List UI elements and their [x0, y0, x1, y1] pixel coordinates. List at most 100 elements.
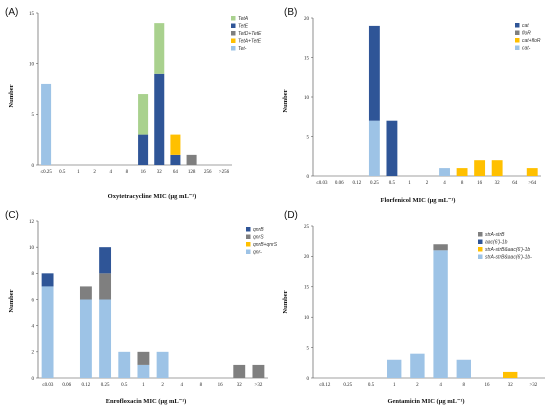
panel-1-x-tick-label: 64: [173, 170, 179, 175]
panel-4-x-tick-label: 16: [485, 383, 491, 388]
panel-3-label: (C): [5, 210, 19, 221]
panel-4-bar-stra-strb-aac-6-1b-8: [456, 359, 471, 378]
panel-4-x-tick-label: 0.5: [368, 383, 375, 388]
panel-1-y-axis-title: Number: [8, 84, 15, 107]
panel-3-legend-label-qnrb-qnrs: qnrB+qnrS: [253, 242, 278, 248]
panel-4-y-tick-label: 25: [304, 225, 310, 230]
panel-3-legend-swatch-qnrb: [246, 227, 251, 232]
panel-2-label: (B): [284, 7, 297, 18]
panel-1-x-tick-label: 2: [93, 170, 96, 175]
panel-3-x-tick-label: 1: [142, 383, 145, 388]
panel-1-label: (A): [5, 7, 18, 18]
panel-1-x-tick-label: 4: [110, 170, 113, 175]
panel-2-legend-swatch-cat-flor: [515, 38, 520, 43]
panel-3-x-axis-title: Enrofloxacin MIC (μg mL⁻¹): [106, 398, 187, 405]
panel-2-x-tick-label: 0.5: [389, 181, 396, 186]
panel-3-bar-qnrs-0-25: [99, 273, 112, 300]
panel-3-x-tick-label: 0.06: [62, 383, 71, 388]
panel-2-x-tick-label: 64: [512, 181, 518, 186]
panel-3-x-tick-label: 4: [181, 383, 184, 388]
panel-1-bar-tet-0-25: [41, 83, 52, 165]
panel-3-bar-qnrs-1: [137, 351, 150, 365]
panel-4-bar-stra-strb-aac-6-1b-1: [387, 359, 402, 378]
panel-4-x-axis-title: Gentamicin MIC (μg mL⁻¹): [387, 398, 464, 405]
panel-1-legend-label-tet: Tet-: [238, 46, 247, 52]
panel-1-bar-teta-tete-64: [170, 134, 181, 155]
panel-4-bar-stra-strb-aac-6-1b-32: [503, 371, 518, 378]
panel-2-bar-cat-flor-64: [526, 168, 538, 176]
panel-4-legend-label-stra-strb-aac-6-1b: strA-strB&aac(6')-1b-: [485, 255, 532, 261]
panel-1-legend-label-tetd-tete: TetD+TetE: [238, 31, 262, 37]
panel-3-x-tick-label: ≤0.03: [42, 383, 54, 388]
panel-1-x-tick-label: >256: [219, 170, 230, 175]
panel-2-bar-cat-flor-16: [474, 160, 486, 176]
panel-3-bar-qnrs-32: [233, 364, 246, 378]
panel-1-x-axis-title: Oxytetracycline MIC (μg mL⁻¹): [108, 193, 197, 200]
panel-1-legend-swatch-teta-tete: [231, 38, 236, 43]
panel-4-chart: (D) 0 5 10 15 20 25 ≤0.12 0.25 0.5 1 2 4 8 16 32 >32 Gent…: [282, 210, 545, 405]
panel-1-bar-tete-32: [154, 73, 165, 165]
panel-4-y-tick-label: 0: [307, 377, 310, 382]
panel-1-y-tick-label: 5: [32, 113, 35, 118]
panel-4-legend-swatch-stra-strb-aac-6-1b: [478, 247, 483, 252]
panel-1-legend-label-teta-tete: TetA+TetE: [238, 39, 262, 45]
panel-3-bar-qnrs-0-12: [79, 286, 92, 300]
panel-3-y-tick-label: 8: [32, 272, 35, 277]
panel-2-x-axis-title: Florfenicol MIC (μg mL⁻¹): [381, 197, 456, 204]
panel-3-y-tick-label: 12: [29, 220, 35, 225]
panel-3-legend-label-qnrs: qnrS: [253, 235, 264, 241]
panel-1-bar-tete-64: [170, 154, 181, 165]
panel-2-legend-label-cat-flor: cat+floR: [522, 38, 541, 44]
panel-3-y-tick-label: 0: [32, 377, 35, 382]
panel-1-x-tick-label: 16: [141, 170, 147, 175]
panel-2-x-tick-label: 0.06: [335, 181, 344, 186]
panel-2-y-tick-label: 20: [304, 17, 310, 22]
panel-1-x-tick-label: 128: [188, 170, 196, 175]
panel-1-x-tick-label: 0.5: [59, 170, 66, 175]
panel-4-x-tick-label: 8: [463, 383, 466, 388]
panel-3-x-tick-label: 8: [200, 383, 203, 388]
panel-3-bar-qnr-0-12: [79, 299, 92, 378]
panel-4-legend-swatch-stra-strb: [478, 232, 483, 237]
panel-3-legend-swatch-qnr: [246, 249, 251, 254]
panel-2-y-axis-title: Number: [282, 89, 289, 112]
panel-3-y-tick-label: 4: [32, 324, 35, 329]
panel-2-bar-cat-flor-32: [491, 160, 503, 176]
panel-1-legend-swatch-tetd-tete: [231, 31, 236, 36]
panel-1-legend-label-tete: TetE: [238, 24, 249, 30]
panel-3-y-tick-label: 10: [29, 246, 35, 251]
panel-1-x-tick-label: 1: [77, 170, 80, 175]
panel-4-bar-stra-strb-aac-6-1b-2: [410, 353, 425, 378]
panel-1-y-tick-label: 15: [29, 12, 35, 17]
panel-1-legend-swatch-teta: [231, 16, 236, 21]
panel-4-y-axis-title: Number: [282, 290, 289, 313]
panel-2-bar-cat-4: [439, 168, 450, 176]
panel-3-x-tick-label: 0.5: [121, 383, 128, 388]
panel-4-legend-label-stra-strb: strA-strB: [485, 232, 505, 238]
panel-2-legend-label-cat: cat-: [522, 46, 531, 52]
panel-2-x-tick-label: 32: [495, 181, 501, 186]
panel-1-bar-teta-32: [154, 23, 165, 74]
panel-1-bar-tete-16: [138, 134, 149, 165]
panel-3-legend-swatch-qnrs: [246, 234, 251, 239]
panel-4-bar-stra-strb-4: [433, 244, 448, 251]
panel-1-y-tick-label: 0: [32, 164, 35, 169]
panel-2-legend-swatch-cat: [515, 45, 520, 50]
panel-2-x-tick-label: 4: [443, 181, 446, 186]
panel-4-x-tick-label: ≤0.12: [319, 383, 331, 388]
panel-3-bar-qnr-1: [137, 364, 150, 378]
panel-2-x-tick-label: 0.12: [352, 181, 361, 186]
panel-2-legend-label-cat: cat: [522, 23, 529, 29]
panel-3-y-tick-label: 2: [32, 351, 35, 356]
panel-3-bar-qnr-0-03: [41, 286, 54, 378]
panel-1-x-tick-label: ≤0.25: [40, 170, 52, 175]
panel-3-bar-qnrs-32: [252, 364, 265, 378]
panel-4-x-tick-label: 4: [439, 383, 442, 388]
panel-4-y-tick-label: 20: [304, 255, 310, 260]
panel-4-x-tick-label: 0.25: [343, 383, 352, 388]
panel-3-bar-qnrb-0-03: [41, 273, 54, 287]
